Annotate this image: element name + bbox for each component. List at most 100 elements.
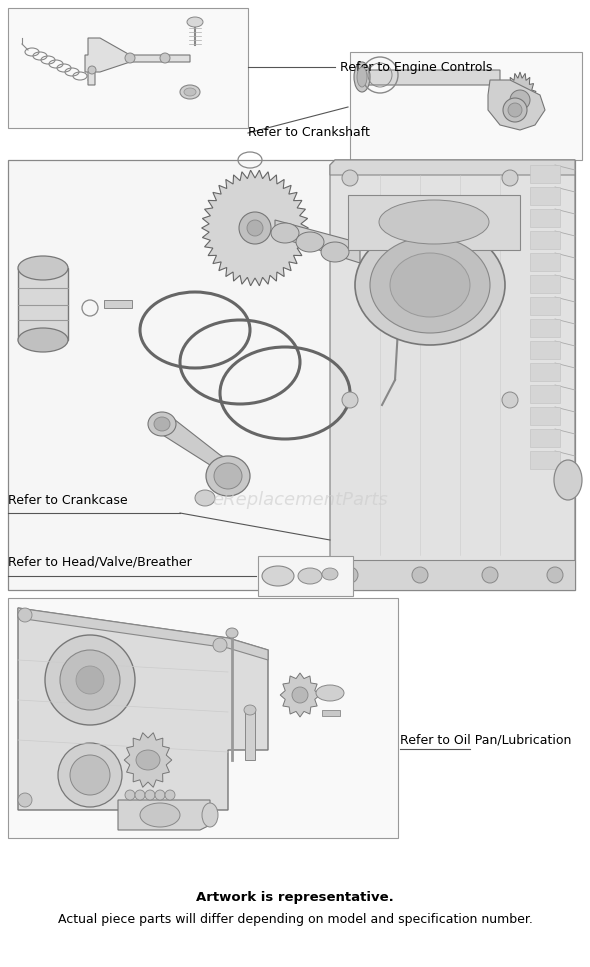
Ellipse shape [160, 53, 170, 63]
Bar [104, 300, 132, 308]
Ellipse shape [357, 67, 367, 87]
Bar [530, 363, 560, 381]
Ellipse shape [136, 750, 160, 770]
Bar [530, 429, 560, 447]
Text: Refer to Head/Valve/Breather: Refer to Head/Valve/Breather [8, 555, 192, 569]
Ellipse shape [18, 256, 68, 280]
Ellipse shape [18, 793, 32, 807]
Ellipse shape [76, 666, 104, 694]
Ellipse shape [140, 803, 180, 827]
Bar [258, 556, 353, 596]
Bar [8, 598, 398, 838]
Ellipse shape [354, 62, 370, 92]
Ellipse shape [226, 628, 238, 638]
Ellipse shape [247, 220, 263, 236]
Ellipse shape [321, 242, 349, 262]
Bar [530, 209, 560, 227]
Polygon shape [118, 800, 210, 830]
Bar [530, 297, 560, 315]
Ellipse shape [379, 256, 397, 268]
Bar [322, 710, 340, 716]
Ellipse shape [316, 685, 344, 701]
Text: Actual piece parts will differ depending on model and specification number.: Actual piece parts will differ depending… [58, 914, 532, 926]
Ellipse shape [60, 650, 120, 710]
Ellipse shape [239, 212, 271, 244]
Ellipse shape [125, 790, 135, 800]
Ellipse shape [503, 98, 527, 122]
Ellipse shape [510, 90, 530, 110]
Ellipse shape [154, 417, 170, 431]
Polygon shape [360, 70, 500, 85]
Ellipse shape [155, 790, 165, 800]
Bar [530, 165, 560, 183]
Ellipse shape [390, 253, 470, 317]
Polygon shape [158, 416, 240, 485]
Polygon shape [8, 160, 575, 590]
Polygon shape [202, 170, 309, 286]
Ellipse shape [135, 790, 145, 800]
Ellipse shape [213, 638, 227, 652]
Ellipse shape [244, 705, 256, 715]
Polygon shape [348, 195, 520, 250]
Ellipse shape [342, 170, 358, 186]
Ellipse shape [502, 170, 518, 186]
Ellipse shape [322, 568, 338, 580]
Polygon shape [488, 80, 545, 130]
Ellipse shape [271, 223, 299, 243]
Ellipse shape [180, 85, 200, 99]
Ellipse shape [355, 225, 505, 345]
Ellipse shape [379, 271, 397, 283]
Ellipse shape [18, 608, 32, 622]
Bar [530, 275, 560, 293]
Ellipse shape [187, 17, 203, 27]
Ellipse shape [342, 392, 358, 408]
Bar [530, 231, 560, 249]
Ellipse shape [342, 567, 358, 583]
Polygon shape [280, 673, 320, 717]
Ellipse shape [262, 566, 294, 586]
Text: Refer to Engine Controls: Refer to Engine Controls [340, 61, 493, 73]
Ellipse shape [547, 567, 563, 583]
Polygon shape [18, 608, 268, 660]
Ellipse shape [296, 232, 324, 252]
Polygon shape [18, 608, 268, 810]
Bar [245, 710, 255, 760]
Bar [530, 385, 560, 403]
Bar [8, 8, 248, 128]
Polygon shape [85, 38, 190, 85]
Bar [530, 319, 560, 337]
Text: Refer to Crankcase: Refer to Crankcase [8, 493, 127, 507]
Polygon shape [124, 733, 172, 787]
Ellipse shape [379, 242, 397, 254]
Ellipse shape [173, 801, 187, 815]
Ellipse shape [195, 490, 215, 506]
Ellipse shape [508, 103, 522, 117]
Bar [530, 187, 560, 205]
Bar [530, 451, 560, 469]
Bar [530, 407, 560, 425]
Ellipse shape [206, 456, 250, 496]
Bar [530, 253, 560, 271]
Polygon shape [18, 268, 68, 340]
Ellipse shape [214, 463, 242, 489]
Ellipse shape [184, 88, 196, 96]
Polygon shape [330, 160, 575, 175]
Ellipse shape [148, 412, 176, 436]
Text: Refer to Crankshaft: Refer to Crankshaft [248, 127, 370, 139]
Text: Refer to Oil Pan/Lubrication: Refer to Oil Pan/Lubrication [400, 734, 571, 747]
Ellipse shape [370, 237, 490, 333]
Ellipse shape [202, 803, 218, 827]
Ellipse shape [298, 568, 322, 584]
Ellipse shape [88, 66, 96, 74]
Polygon shape [330, 160, 575, 590]
Polygon shape [330, 560, 575, 590]
Ellipse shape [125, 53, 135, 63]
Ellipse shape [379, 200, 489, 244]
Ellipse shape [58, 743, 122, 807]
Ellipse shape [18, 328, 68, 352]
Ellipse shape [70, 755, 110, 795]
Ellipse shape [379, 227, 397, 239]
Ellipse shape [482, 567, 498, 583]
Ellipse shape [412, 567, 428, 583]
Bar [350, 52, 582, 160]
